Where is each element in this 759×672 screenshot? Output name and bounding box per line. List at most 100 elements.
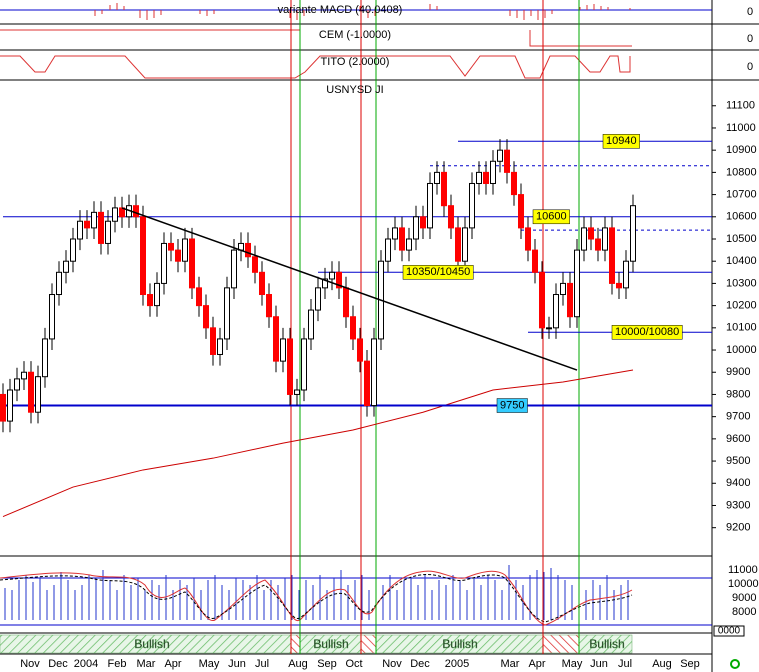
candle-body	[217, 338, 223, 355]
candle-body	[497, 149, 503, 162]
candle-body	[252, 256, 258, 273]
candle-body	[245, 242, 251, 258]
x-tick-label: Jun	[228, 658, 246, 670]
panel-label: 9000	[732, 592, 756, 604]
candle-body	[616, 282, 622, 289]
x-axis: Nov Dec 2004 Feb Mar Apr May Jun Jul Aug…	[20, 658, 700, 670]
candle-body	[28, 371, 34, 413]
y-tick-label: 9400	[726, 477, 750, 489]
candle-body	[140, 216, 146, 296]
x-tick-label: Oct	[345, 658, 362, 670]
y-tick-label: 10100	[726, 322, 757, 334]
candle-body	[329, 271, 335, 280]
candle-body	[448, 205, 454, 229]
x-tick-label: Feb	[108, 658, 127, 670]
candle-body	[469, 182, 475, 229]
signal-band: Bullish Bullish Bullish Bullish	[0, 634, 633, 654]
candle-body	[483, 171, 489, 184]
candle-body	[63, 260, 69, 273]
candle-body	[14, 378, 20, 391]
level-label: 10350/10450	[406, 266, 470, 278]
candle-body	[602, 227, 608, 251]
candle-body	[434, 171, 440, 184]
candle-body	[462, 227, 468, 262]
candle-body	[322, 278, 328, 289]
candle-body	[574, 249, 580, 318]
panel-label: 10000	[728, 578, 759, 590]
candle-body	[273, 316, 279, 362]
candle-body	[175, 249, 181, 262]
panel-label: 0000	[718, 626, 741, 637]
x-tick-label: Nov	[20, 658, 40, 670]
axis-label: 0	[747, 61, 753, 73]
candle-body	[504, 149, 510, 173]
signal-label: Bullish	[442, 637, 477, 651]
level-label-box	[611, 325, 683, 340]
y-tick-label: 10000	[726, 344, 757, 356]
x-tick-label: Dec	[410, 658, 430, 670]
candle-body	[406, 238, 412, 251]
candle-body	[21, 371, 27, 380]
candle-body	[343, 287, 349, 318]
candle-body	[161, 242, 167, 284]
x-tick-label: Aug	[652, 658, 672, 670]
x-tick-label: Mar	[137, 658, 156, 670]
y-tick-label: 9300	[726, 499, 750, 511]
x-tick-label: Jul	[618, 658, 632, 670]
y-tick-label: 9900	[726, 366, 750, 378]
x-tick-label: 2005	[445, 658, 469, 670]
candle-body	[182, 238, 188, 262]
candle-body	[0, 393, 6, 422]
x-tick-label: Sep	[680, 658, 700, 670]
y-tick-label: 11000	[726, 122, 756, 134]
candle-body	[385, 238, 391, 262]
candle-body	[525, 227, 531, 251]
candle-body	[294, 389, 300, 395]
macd-label: variante MACD (40.0408)	[278, 4, 403, 16]
candle-body	[581, 227, 587, 251]
candle-body	[623, 260, 629, 289]
candle-body	[231, 249, 237, 289]
candle-body	[84, 220, 90, 229]
candle-body	[105, 220, 111, 244]
panel-box	[713, 625, 745, 637]
candle-body	[399, 227, 405, 251]
candle-body	[91, 211, 97, 229]
y-tick-label: 10700	[726, 188, 757, 200]
candle-body	[420, 216, 426, 229]
candle-body	[196, 287, 202, 307]
x-tick-label: Sep	[317, 658, 337, 670]
level-label: 9750	[500, 399, 524, 411]
x-tick-label: Nov	[382, 658, 402, 670]
candle-body	[595, 238, 601, 251]
y-tick-label: 10900	[726, 144, 757, 156]
x-tick-label: May	[562, 658, 583, 670]
candle-body	[133, 205, 139, 218]
candle-body	[539, 271, 545, 329]
candle-body	[147, 294, 153, 307]
level-label: 10000/10080	[615, 326, 679, 338]
x-tick-label: Apr	[528, 658, 545, 670]
candle-body	[224, 287, 230, 340]
candle-body	[441, 171, 447, 207]
candle-body	[476, 171, 482, 184]
panel-label: 11000	[728, 564, 758, 576]
cem-label: CEM (-1.0000)	[319, 29, 391, 41]
candle-body	[588, 227, 594, 240]
y-tick-label: 10200	[726, 300, 757, 312]
signal-label: Bullish	[134, 637, 169, 651]
y-tick-label: 11100	[726, 100, 755, 112]
candle-body	[301, 338, 307, 391]
candle-body	[413, 216, 419, 240]
y-tick-label: 10500	[726, 233, 757, 245]
candle-body	[35, 376, 41, 413]
status-icon[interactable]	[730, 659, 740, 669]
price-plot: 11100 11000 10900 10800 10700 10600 10500 10400…	[0, 100, 757, 534]
y-tick-label: 9500	[726, 455, 750, 467]
x-tick-label: Apr	[164, 658, 181, 670]
x-tick-label: May	[199, 658, 220, 670]
candle-body	[203, 305, 209, 329]
candle-body	[371, 338, 377, 407]
candle-body	[308, 309, 314, 340]
